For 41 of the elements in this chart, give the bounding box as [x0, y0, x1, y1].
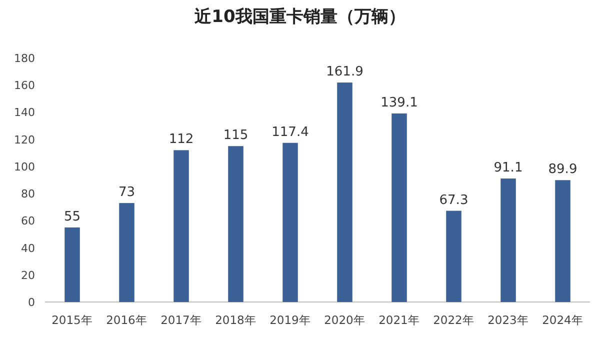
data-label: 112	[168, 132, 194, 148]
x-tick-label: 2020年	[324, 313, 366, 327]
x-tick-label: 2018年	[215, 313, 256, 327]
y-tick-label: 60	[21, 214, 35, 228]
y-tick-label: 80	[21, 188, 35, 201]
bar	[500, 178, 516, 302]
y-tick-label: 140	[14, 106, 35, 120]
y-tick-label: 120	[14, 133, 35, 146]
x-tick-label: 2016年	[106, 313, 148, 327]
x-tick-label: 2015年	[52, 313, 93, 327]
y-tick-label: 40	[21, 242, 35, 255]
bar	[446, 210, 462, 302]
data-label: 55	[64, 209, 81, 224]
data-label: 139.1	[380, 95, 418, 110]
x-tick-label: 2017年	[160, 313, 202, 327]
x-tick-label: 2024年	[542, 313, 584, 327]
data-label: 117.4	[272, 124, 309, 140]
x-tick-label: 2021年	[378, 313, 420, 327]
data-label: 115	[223, 128, 248, 144]
x-tick-label: 2019年	[270, 313, 311, 327]
data-label: 91.1	[494, 160, 523, 176]
data-label: 161.9	[326, 64, 364, 80]
bar	[282, 142, 298, 302]
bar	[337, 82, 352, 302]
x-tick-label: 2022年	[433, 313, 474, 327]
bar	[392, 113, 407, 302]
y-tick-label: 20	[21, 268, 35, 282]
chart-title: 近10我国重卡销量（万辆）	[194, 7, 406, 27]
bar	[174, 150, 189, 302]
y-tick-label: 160	[14, 79, 35, 92]
y-tick-label: 0	[28, 296, 35, 309]
y-tick-label: 180	[14, 52, 35, 65]
bar	[555, 180, 570, 302]
x-tick-label: 2023年	[488, 313, 529, 327]
y-tick-label: 100	[14, 160, 35, 174]
data-label: 89.9	[548, 162, 578, 178]
bar	[64, 227, 80, 302]
bar	[119, 203, 134, 302]
data-label: 73	[118, 185, 136, 200]
bar	[228, 146, 244, 302]
data-label: 67.3	[439, 192, 468, 208]
